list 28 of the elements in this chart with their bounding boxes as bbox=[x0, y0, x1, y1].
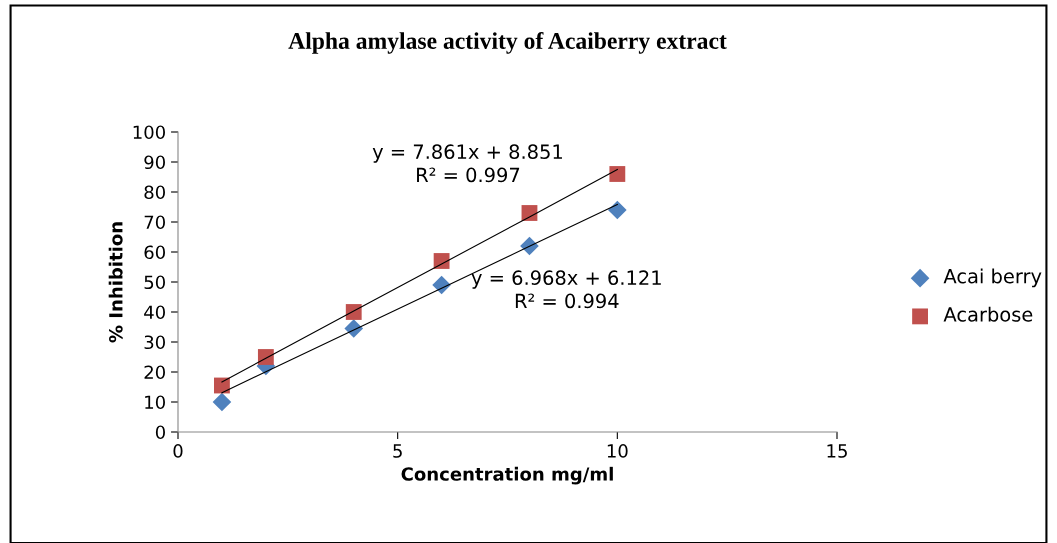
y-tick-label: 40 bbox=[144, 305, 165, 320]
point bbox=[345, 304, 362, 320]
y-tick-label: 0 bbox=[155, 425, 165, 440]
y-tick-label: 60 bbox=[144, 245, 165, 260]
point bbox=[609, 166, 626, 182]
y-axis-title: % Inhibition bbox=[108, 222, 123, 343]
annotation: y = 6.968x + 6.121 R² = 0.994 bbox=[471, 270, 661, 309]
legend-label: Acai berry bbox=[943, 268, 1042, 288]
x-tick-label: 5 bbox=[393, 444, 402, 458]
point bbox=[433, 253, 450, 269]
point bbox=[257, 349, 274, 365]
y-tick-label: 80 bbox=[144, 185, 165, 200]
x-tick-label: 15 bbox=[827, 444, 847, 458]
x-axis-title: Concentration mg/ml bbox=[401, 466, 613, 485]
y-tick-label: 50 bbox=[144, 275, 165, 290]
y-tick-label: 100 bbox=[133, 125, 165, 140]
annotation: y = 7.861x + 8.851 R² = 0.997 bbox=[372, 144, 562, 183]
x-tick-label: 10 bbox=[607, 444, 628, 458]
legend-label: Acarbose bbox=[943, 306, 1033, 322]
y-tick-label: 70 bbox=[144, 215, 165, 230]
y-tick-label: 10 bbox=[145, 395, 165, 410]
point bbox=[344, 319, 364, 338]
point bbox=[212, 392, 232, 412]
x-tick-label: 0 bbox=[173, 444, 183, 458]
y-tick-label: 20 bbox=[144, 365, 165, 380]
chart-title: Alpha amylase activity of Acaiberry extract bbox=[288, 32, 727, 54]
y-tick-label: 30 bbox=[144, 335, 165, 350]
y-tick-label: 90 bbox=[144, 155, 165, 170]
